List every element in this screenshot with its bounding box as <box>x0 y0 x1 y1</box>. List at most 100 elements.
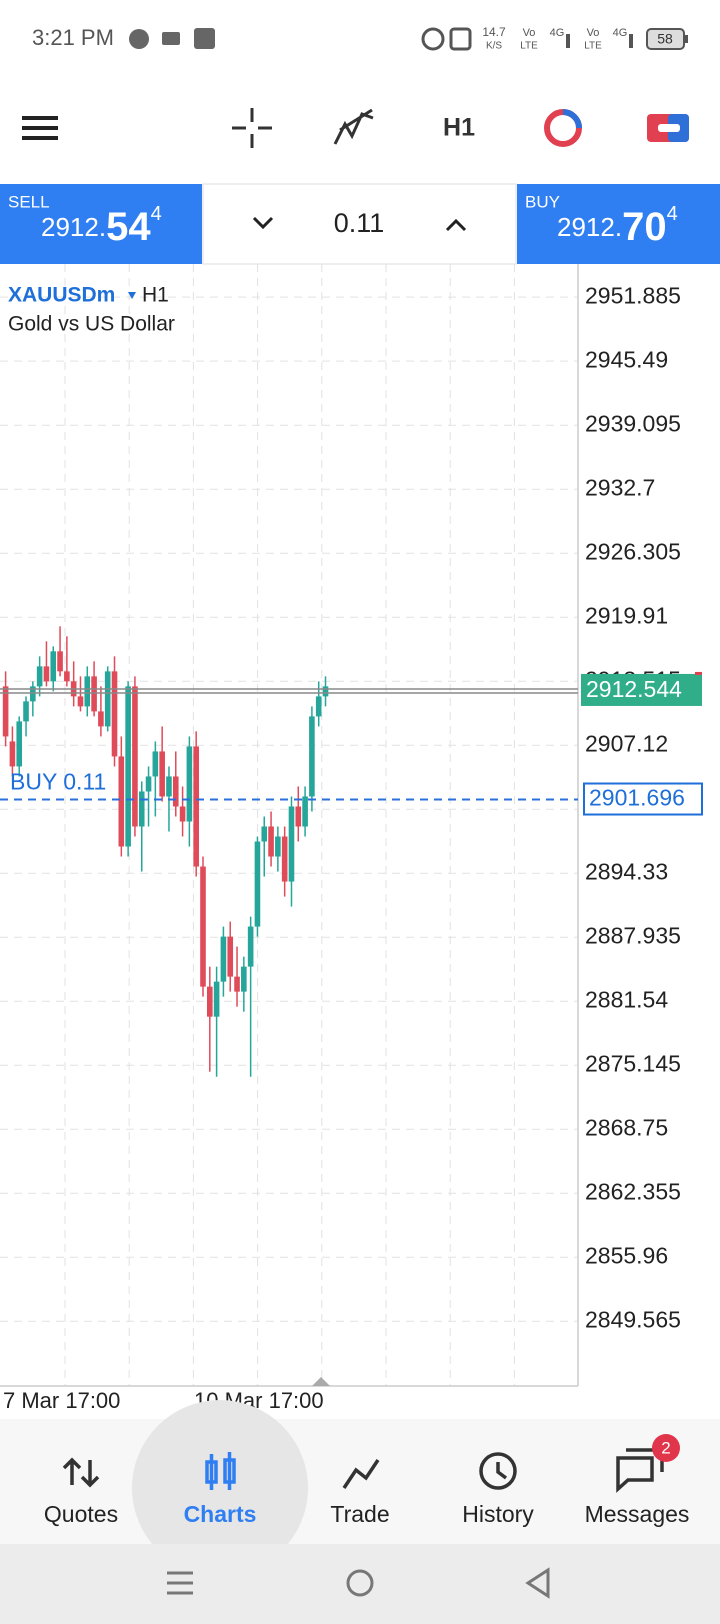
candle-body <box>254 841 261 927</box>
status-time: 3:21 PM <box>32 25 114 50</box>
candle-body <box>268 826 274 857</box>
volume-down[interactable] <box>252 216 274 230</box>
trade-button[interactable] <box>647 114 689 142</box>
position-price: 2901.696 <box>589 785 685 811</box>
candle-body <box>43 666 50 682</box>
position-badge <box>583 782 703 816</box>
nav-charts[interactable]: Charts <box>184 1501 257 1527</box>
messages-badge-count: 2 <box>661 1438 670 1457</box>
y-tick-label: 2894.33 <box>585 858 668 884</box>
quotes-icon <box>62 1457 100 1488</box>
menu-button[interactable] <box>22 116 58 140</box>
candle-body <box>36 666 43 687</box>
candle-body <box>241 966 247 992</box>
messages-badge <box>652 1434 680 1462</box>
timeframe-button[interactable]: H1 <box>443 114 475 142</box>
candle-body <box>57 651 63 672</box>
net-speed: 14.7 <box>482 25 506 39</box>
candle-body <box>125 686 131 847</box>
home-button[interactable] <box>346 1569 374 1597</box>
system-nav-background <box>0 1544 720 1624</box>
volume-box <box>202 183 517 265</box>
buy-button[interactable] <box>517 184 720 264</box>
sell-label: SELL <box>8 192 50 211</box>
net-type: 4G <box>613 27 628 39</box>
app-icon <box>194 28 215 49</box>
volte-label: Vo <box>587 27 600 39</box>
candle-body <box>220 936 227 982</box>
status-bar: 3:21 PM 14.7 K/S Vo LTE 4G Vo LTE 4G 58 <box>32 25 688 52</box>
charts-icon <box>205 1452 236 1490</box>
telegram-icon <box>129 29 149 49</box>
candle-body <box>193 746 199 867</box>
candle-body <box>64 671 70 682</box>
y-tick-label: 2926.305 <box>585 538 681 564</box>
nfc-icon <box>449 27 472 51</box>
trade-bar: SELL 2912.544 0.11 BUY 2912.704 <box>0 183 720 265</box>
candle-body <box>104 671 111 727</box>
symbol-dropdown[interactable] <box>128 292 136 299</box>
active-highlight <box>132 1400 308 1576</box>
volume-value[interactable]: 0.11 <box>334 208 385 238</box>
signal-bar <box>566 34 570 48</box>
nav-quotes[interactable]: Quotes <box>44 1501 118 1527</box>
nav-trade[interactable]: Trade <box>330 1501 389 1527</box>
candle-body <box>9 741 16 767</box>
candle-body <box>288 806 295 882</box>
candle-body <box>227 936 234 977</box>
lte-label: LTE <box>520 41 538 52</box>
chart-timeframe: H1 <box>142 284 169 307</box>
trade-icon <box>342 1459 380 1489</box>
nav-history[interactable]: History <box>462 1501 534 1527</box>
volte-label: Vo <box>523 27 536 39</box>
sell-button[interactable] <box>0 184 202 264</box>
recents-button[interactable] <box>167 1571 193 1595</box>
candle-body <box>247 926 254 967</box>
sell-price: 2912.544 <box>41 203 162 248</box>
lte-label: LTE <box>584 41 602 52</box>
battery-icon <box>646 28 685 50</box>
y-tick-label: 2945.49 <box>585 346 668 372</box>
net-speed-unit: K/S <box>486 41 502 52</box>
y-tick-label: 2939.095 <box>585 410 681 436</box>
scroll-marker <box>312 1377 330 1386</box>
objects-ring-part <box>562 109 582 129</box>
candle-body <box>77 696 84 707</box>
sell-price-big: 54 <box>106 205 151 249</box>
candle-body <box>138 791 145 827</box>
crosshair-button[interactable] <box>232 108 272 148</box>
battery-tip <box>685 35 688 43</box>
candle-body <box>309 716 315 797</box>
candle-body <box>152 751 159 777</box>
candle-body <box>295 806 302 827</box>
nav-messages[interactable]: Messages <box>585 1501 690 1527</box>
candle-body <box>145 776 152 792</box>
y-tick-label: 2855.96 <box>585 1242 668 1268</box>
buy-price-big: 70 <box>622 205 667 249</box>
chart: 2951.885 2945.49 2939.095 2932.7 2926.305 291… <box>0 264 703 1413</box>
sell-price-head: 2912. <box>41 212 106 242</box>
back-button[interactable] <box>525 1567 550 1599</box>
chart-symbol[interactable]: XAUUSDm <box>8 284 115 307</box>
indicators-button[interactable] <box>333 108 374 145</box>
candle-body <box>111 671 118 757</box>
bid-badge <box>581 673 702 706</box>
candle-body <box>213 981 220 1017</box>
trade-icon-mid <box>658 124 680 132</box>
candle-body <box>98 711 104 727</box>
volume-up[interactable] <box>445 218 467 232</box>
candle-body <box>30 686 36 702</box>
candle-body <box>91 676 97 712</box>
candle-body <box>186 746 193 822</box>
objects-button[interactable] <box>544 109 582 147</box>
bid-price: 2912.544 <box>586 676 682 702</box>
x-tick-label: 7 Mar 17:00 <box>3 1388 120 1413</box>
alarm-icon <box>421 27 445 51</box>
candle-body <box>50 651 57 682</box>
buy-price: 2912.704 <box>557 203 678 248</box>
video-icon <box>162 32 180 45</box>
candle-body <box>207 986 213 1017</box>
candle-body <box>281 836 288 882</box>
battery-level: 58 <box>657 31 673 47</box>
candle-body <box>172 776 179 807</box>
